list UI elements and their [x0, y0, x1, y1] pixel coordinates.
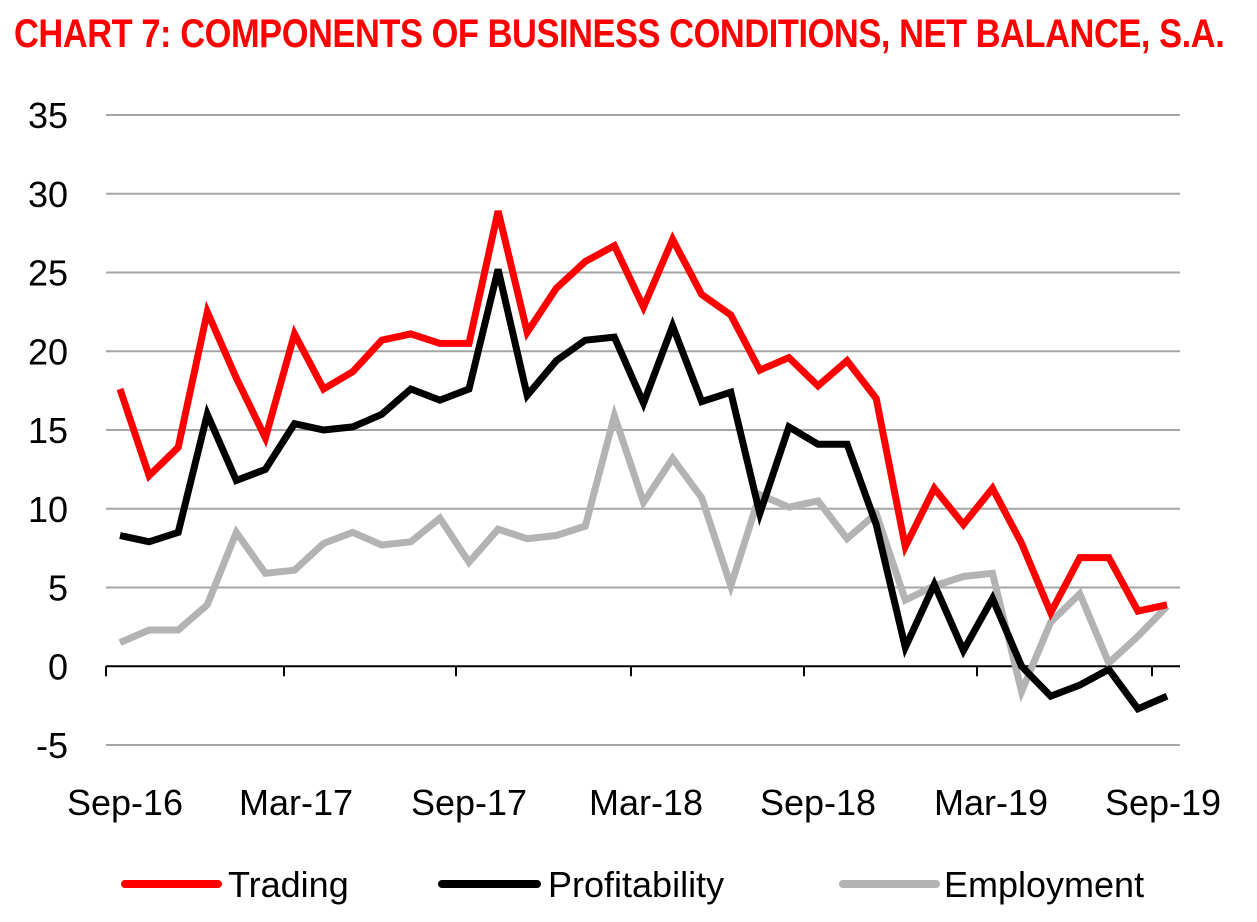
y-tick-label: -5 [36, 725, 68, 766]
y-tick-label: 5 [48, 568, 68, 609]
series-lines [116, 210, 1170, 714]
x-tick-label: Sep-18 [760, 782, 876, 823]
y-tick-label: 20 [28, 331, 68, 372]
x-tick-label: Sep-17 [411, 782, 527, 823]
chart-title: CHART 7: COMPONENTS OF BUSINESS CONDITIO… [14, 12, 1225, 56]
x-tick-label: Mar-17 [239, 782, 353, 823]
legend-label-profitability: Profitability [548, 864, 724, 905]
series-line-trading [116, 210, 1168, 621]
y-tick-label: 10 [28, 489, 68, 530]
x-axis-tick-labels: Sep-16 Mar-17 Sep-17 Mar-18 Sep-18 Mar-19 Sep-… [67, 782, 1221, 823]
legend-label-trading: Trading [228, 864, 349, 905]
series-line-employment [118, 403, 1170, 703]
y-tick-label: 25 [28, 253, 68, 294]
x-tick-label: Sep-16 [67, 782, 183, 823]
series-line-profitability [119, 268, 1169, 714]
y-tick-label: 15 [28, 410, 68, 451]
y-tick-label: 0 [48, 646, 68, 687]
legend: Trading Profitability Employment [121, 864, 1144, 905]
legend-label-employment: Employment [944, 864, 1144, 905]
x-tick-label: Sep-19 [1105, 782, 1221, 823]
y-axis-tick-labels: 35 30 25 20 15 10 5 0 -5 [28, 95, 68, 766]
x-tick-label: Mar-19 [934, 782, 1048, 823]
y-tick-label: 35 [28, 95, 68, 136]
x-axis [105, 665, 1180, 677]
x-tick-label: Mar-18 [589, 782, 703, 823]
y-tick-label: 30 [28, 174, 68, 215]
